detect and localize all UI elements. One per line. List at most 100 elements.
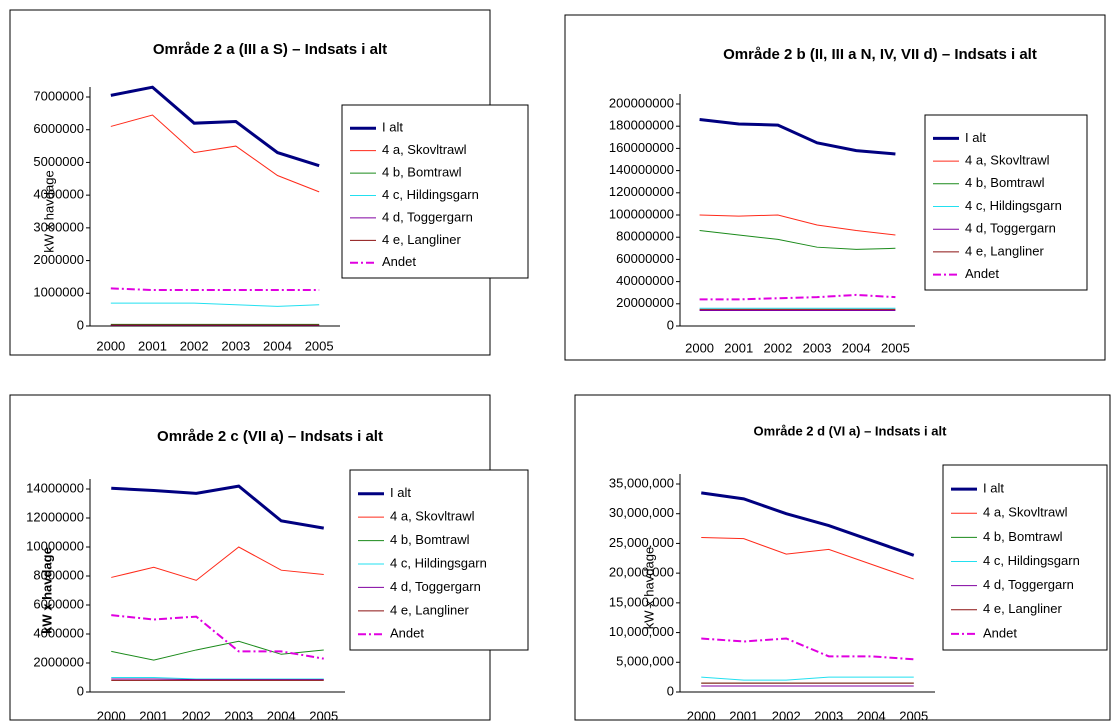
x-tick-label: 2004 xyxy=(267,708,296,723)
y-tick-label: 15,000,000 xyxy=(609,594,674,609)
legend-label: Andet xyxy=(983,625,1017,640)
legend-label: 4 e, Langliner xyxy=(983,601,1062,616)
legend-label: 4 b, Bomtrawl xyxy=(382,165,462,180)
x-tick-label: 2001 xyxy=(724,340,753,355)
legend-label: 4 e, Langliner xyxy=(382,232,461,247)
y-tick-label: 160000000 xyxy=(609,140,674,155)
y-tick-label: 200000000 xyxy=(609,95,674,110)
chart-frame xyxy=(564,14,1106,361)
legend-label: 4 b, Bomtrawl xyxy=(965,175,1045,190)
legend-label: 4 c, Hildingsgarn xyxy=(983,553,1080,568)
x-tick-label: 2005 xyxy=(881,340,910,355)
y-axis-label: kW x havdage xyxy=(641,547,656,629)
y-tick-label: 6000000 xyxy=(33,596,84,611)
y-tick-label: 14000000 xyxy=(26,480,84,495)
legend-label: 4 a, Skovltrawl xyxy=(390,509,475,524)
series-line xyxy=(701,536,914,580)
series-line xyxy=(111,614,324,660)
y-tick-label: 12000000 xyxy=(26,509,84,524)
x-tick-label: 2004 xyxy=(263,338,292,353)
series-line xyxy=(701,676,914,681)
legend-label: Andet xyxy=(965,266,999,281)
series-line xyxy=(111,678,324,681)
legend-label: 4 c, Hildingsgarn xyxy=(965,198,1062,213)
y-tick-label: 10000000 xyxy=(26,538,84,553)
y-tick-label: 8000000 xyxy=(33,567,84,582)
series-line xyxy=(110,85,320,168)
y-tick-label: 4000000 xyxy=(33,187,84,202)
x-tick-label: 2000 xyxy=(687,708,716,723)
y-tick-label: 120000000 xyxy=(609,184,674,199)
y-tick-label: 4000000 xyxy=(33,625,84,640)
legend-label: 4 b, Bomtrawl xyxy=(390,532,470,547)
series-line xyxy=(699,118,896,156)
legend-box xyxy=(942,464,1108,651)
series-line xyxy=(111,546,324,581)
legend-label: 4 d, Toggergarn xyxy=(983,577,1074,592)
series-line xyxy=(699,230,896,250)
legend-label: I alt xyxy=(390,485,411,500)
legend-label: 4 b, Bomtrawl xyxy=(983,529,1063,544)
chart-title: Område 2 d (VI a) – Indsats i alt xyxy=(754,423,948,438)
series-line xyxy=(111,640,324,661)
chart-title: Område 2 a (III a S) – Indsats i alt xyxy=(153,41,387,58)
chart-title: Område 2 c (VII a) – Indsats i alt xyxy=(157,428,383,445)
y-tick-label: 2000000 xyxy=(33,654,84,669)
y-tick-label: 3000000 xyxy=(33,219,84,234)
x-tick-label: 2003 xyxy=(803,340,832,355)
series-line xyxy=(699,293,896,301)
legend-label: I alt xyxy=(965,130,986,145)
y-tick-label: 20000000 xyxy=(616,295,674,310)
x-tick-label: 2004 xyxy=(857,708,886,723)
x-tick-label: 2004 xyxy=(842,340,871,355)
x-tick-label: 2002 xyxy=(180,338,209,353)
x-tick-label: 2005 xyxy=(309,708,338,723)
legend-label: Andet xyxy=(390,626,424,641)
series-line xyxy=(701,637,914,661)
x-tick-label: 2002 xyxy=(182,708,211,723)
y-tick-label: 40000000 xyxy=(616,273,674,288)
x-tick-label: 2002 xyxy=(772,708,801,723)
y-tick-label: 35,000,000 xyxy=(609,475,674,490)
y-tick-label: 0 xyxy=(77,317,84,332)
legend-box xyxy=(349,469,529,651)
y-tick-label: 0 xyxy=(667,683,674,698)
y-tick-label: 5000000 xyxy=(33,154,84,169)
x-tick-label: 2002 xyxy=(763,340,792,355)
y-tick-label: 10,000,000 xyxy=(609,624,674,639)
legend-label: 4 e, Langliner xyxy=(390,602,469,617)
y-tick-label: 6000000 xyxy=(33,121,84,136)
series-line xyxy=(110,302,320,307)
x-tick-label: 2005 xyxy=(899,708,928,723)
series-line xyxy=(111,484,325,530)
legend-label: 4 d, Toggergarn xyxy=(382,209,473,224)
x-tick-label: 2003 xyxy=(224,708,253,723)
legend-label: 4 d, Toggergarn xyxy=(965,221,1056,236)
y-tick-label: 140000000 xyxy=(609,162,674,177)
legend-label: 4 e, Langliner xyxy=(965,243,1044,258)
y-tick-label: 25,000,000 xyxy=(609,535,674,550)
series-line xyxy=(110,114,320,193)
x-tick-label: 2001 xyxy=(138,338,167,353)
series-line xyxy=(699,214,896,236)
y-tick-label: 1000000 xyxy=(33,285,84,300)
legend-label: I alt xyxy=(983,481,1004,496)
series-line xyxy=(110,287,320,292)
chart-frame xyxy=(574,394,1111,721)
y-tick-label: 80000000 xyxy=(616,229,674,244)
y-tick-label: 30,000,000 xyxy=(609,505,674,520)
legend-box xyxy=(924,114,1088,291)
series-line xyxy=(111,677,324,680)
legend-label: 4 a, Skovltrawl xyxy=(382,142,467,157)
x-tick-label: 2000 xyxy=(97,708,126,723)
x-tick-label: 2001 xyxy=(139,708,168,723)
x-tick-label: 2000 xyxy=(96,338,125,353)
y-tick-label: 0 xyxy=(77,683,84,698)
legend-label: Andet xyxy=(382,254,416,269)
legend-label: 4 a, Skovltrawl xyxy=(965,153,1050,168)
series-line xyxy=(701,491,915,557)
y-tick-label: 60000000 xyxy=(616,251,674,266)
y-tick-label: 100000000 xyxy=(609,206,674,221)
y-axis-label: kW x havdage xyxy=(41,170,56,252)
